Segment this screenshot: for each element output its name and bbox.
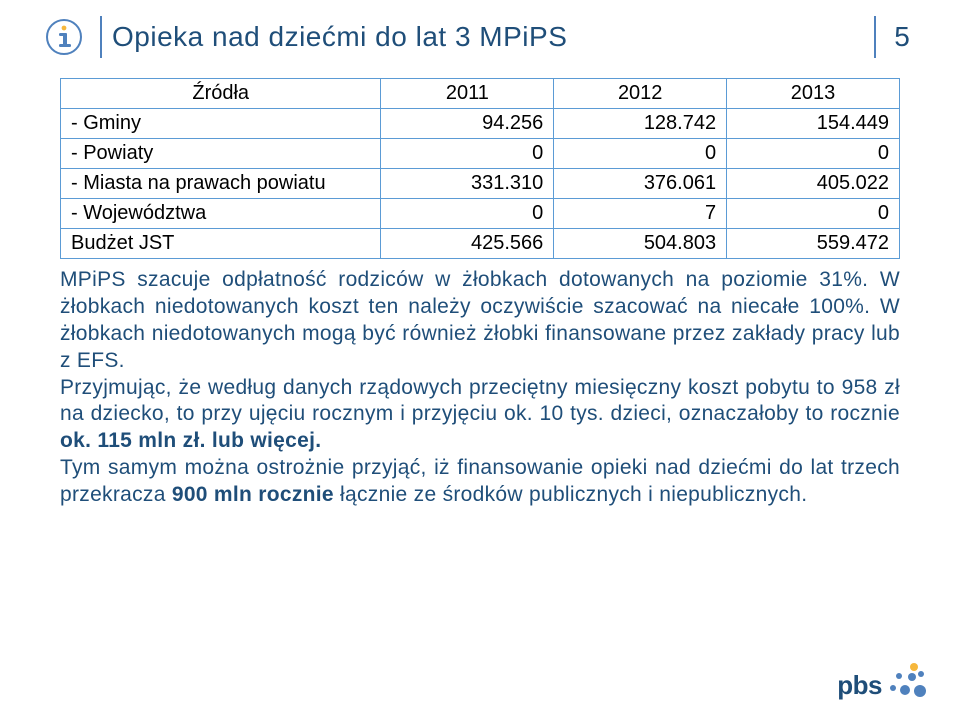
table-row: - Województwa 0 7 0 [61,199,900,229]
header-rule-right [874,16,876,58]
sources-table: Źródła 2011 2012 2013 - Gminy 94.256 128… [60,78,900,259]
table-header-row: Źródła 2011 2012 2013 [61,79,900,109]
title-wrap: Opieka nad dziećmi do lat 3 MPiPS [112,21,862,53]
page-number: 5 [888,21,916,53]
body-p3-bold: 900 mln rocznie [172,483,340,506]
cell: 0 [554,139,727,169]
logo-dot [896,673,902,679]
cell: 0 [381,199,554,229]
table-row: - Powiaty 0 0 0 [61,139,900,169]
cell: 0 [381,139,554,169]
cell: 559.472 [727,229,900,259]
cell: 331.310 [381,169,554,199]
cell: 128.742 [554,109,727,139]
body-p3c: łącznie ze środków publicznych i niepubl… [340,483,807,506]
logo-dot [890,685,896,691]
cell: 376.061 [554,169,727,199]
logo-dot [900,685,910,695]
row-label: - Powiaty [61,139,381,169]
info-icon [44,17,84,57]
page-title: Opieka nad dziećmi do lat 3 MPiPS [112,21,567,53]
th-sources: Źródła [61,79,381,109]
body-p2-bold: ok. 115 mln zł. lub więcej. [60,429,321,452]
cell: 504.803 [554,229,727,259]
row-label: Budżet JST [61,229,381,259]
cell: 94.256 [381,109,554,139]
slide-page: Opieka nad dziećmi do lat 3 MPiPS 5 Źród… [0,0,960,709]
body-p1: MPiPS szacuje odpłatność rodziców w żłob… [60,268,900,372]
th-2013: 2013 [727,79,900,109]
header: Opieka nad dziećmi do lat 3 MPiPS 5 [44,10,916,64]
th-2012: 2012 [554,79,727,109]
cell: 405.022 [727,169,900,199]
body-paragraphs: MPiPS szacuje odpłatność rodziców w żłob… [60,267,900,509]
logo-dots-icon [886,663,926,701]
cell: 7 [554,199,727,229]
table-row: - Miasta na prawach powiatu 331.310 376.… [61,169,900,199]
logo-text: pbs [837,670,882,701]
pbs-logo: pbs [837,663,926,701]
row-label: - Województwa [61,199,381,229]
cell: 0 [727,199,900,229]
cell: 154.449 [727,109,900,139]
logo-dot [918,671,924,677]
logo-dot [910,663,918,671]
row-label: - Gminy [61,109,381,139]
table-row: Budżet JST 425.566 504.803 559.472 [61,229,900,259]
data-table: Źródła 2011 2012 2013 - Gminy 94.256 128… [60,78,900,259]
body-p2a: Przyjmując, że według danych rządowych p… [60,376,900,426]
cell: 0 [727,139,900,169]
row-label: - Miasta na prawach powiatu [61,169,381,199]
th-2011: 2011 [381,79,554,109]
table-row: - Gminy 94.256 128.742 154.449 [61,109,900,139]
cell: 425.566 [381,229,554,259]
logo-dot [908,673,916,681]
header-rule-left [100,16,102,58]
logo-dot [914,685,926,697]
